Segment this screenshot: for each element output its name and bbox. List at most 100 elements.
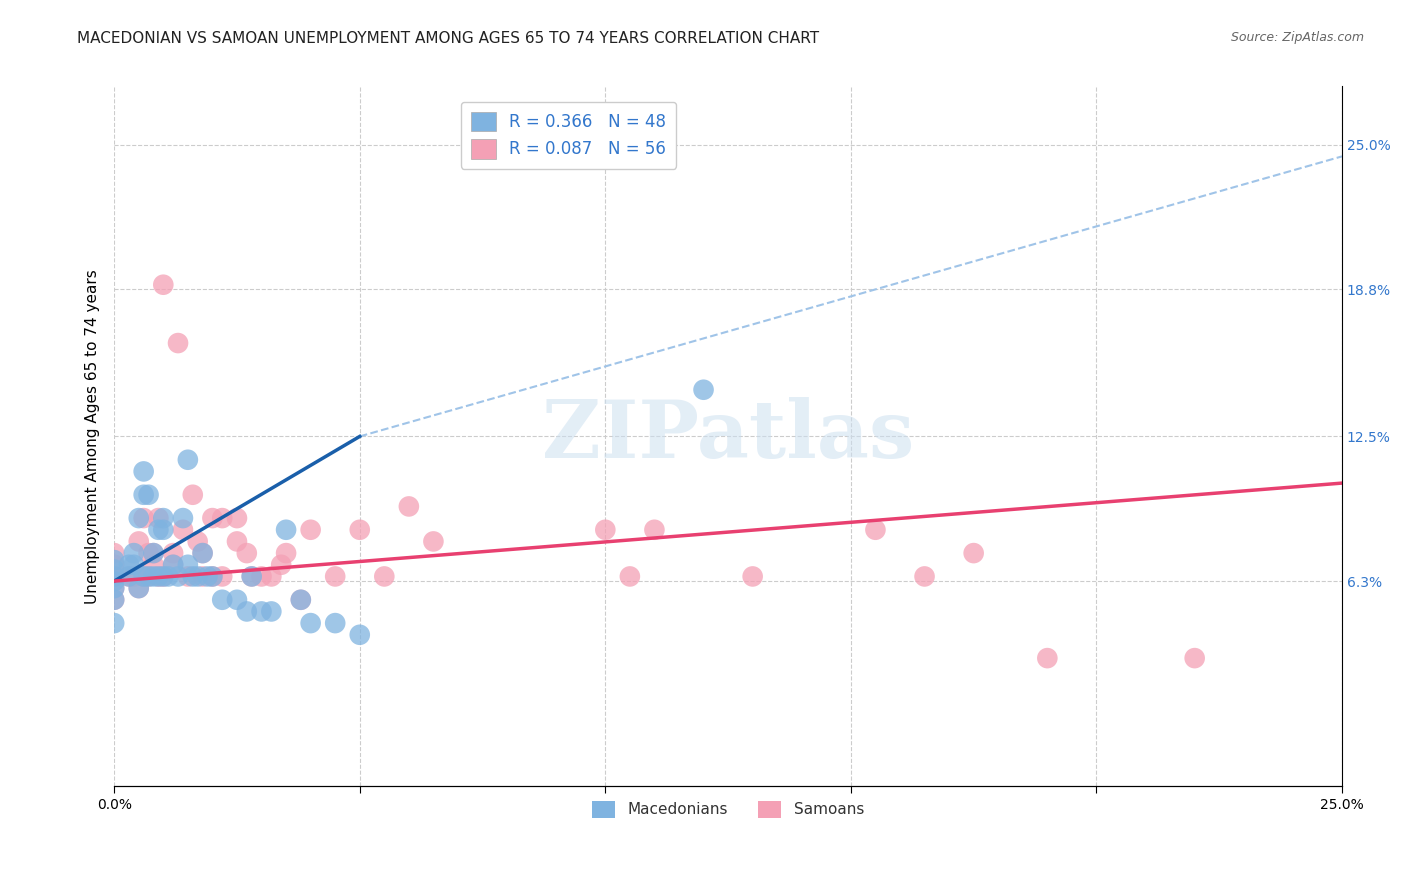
- Point: [172, 511, 194, 525]
- Point: [132, 511, 155, 525]
- Point: [172, 523, 194, 537]
- Point: [643, 523, 665, 537]
- Point: [152, 523, 174, 537]
- Point: [236, 546, 259, 560]
- Point: [103, 592, 125, 607]
- Point: [118, 569, 141, 583]
- Point: [323, 616, 346, 631]
- Point: [132, 569, 155, 583]
- Point: [187, 569, 209, 583]
- Point: [148, 569, 170, 583]
- Text: Source: ZipAtlas.com: Source: ZipAtlas.com: [1230, 31, 1364, 45]
- Point: [138, 488, 160, 502]
- Point: [157, 569, 180, 583]
- Point: [211, 569, 233, 583]
- Point: [619, 569, 641, 583]
- Point: [373, 569, 395, 583]
- Point: [128, 534, 150, 549]
- Point: [122, 546, 145, 560]
- Point: [191, 546, 214, 560]
- Point: [349, 523, 371, 537]
- Point: [398, 500, 420, 514]
- Point: [103, 569, 125, 583]
- Point: [103, 574, 125, 588]
- Point: [260, 569, 283, 583]
- Point: [865, 523, 887, 537]
- Point: [290, 592, 312, 607]
- Point: [299, 523, 322, 537]
- Point: [167, 336, 190, 351]
- Point: [118, 558, 141, 572]
- Point: [132, 488, 155, 502]
- Point: [152, 569, 174, 583]
- Point: [274, 546, 297, 560]
- Point: [152, 569, 174, 583]
- Point: [226, 534, 249, 549]
- Point: [142, 546, 165, 560]
- Point: [142, 569, 165, 583]
- Point: [128, 581, 150, 595]
- Point: [270, 558, 292, 572]
- Point: [226, 592, 249, 607]
- Point: [197, 569, 219, 583]
- Point: [103, 581, 125, 595]
- Point: [187, 534, 209, 549]
- Legend: Macedonians, Samoans: Macedonians, Samoans: [586, 795, 870, 824]
- Point: [128, 511, 150, 525]
- Point: [103, 558, 125, 572]
- Point: [323, 569, 346, 583]
- Point: [260, 604, 283, 618]
- Point: [148, 569, 170, 583]
- Point: [422, 534, 444, 549]
- Point: [138, 569, 160, 583]
- Point: [201, 569, 224, 583]
- Point: [201, 511, 224, 525]
- Point: [181, 569, 204, 583]
- Point: [118, 569, 141, 583]
- Point: [142, 546, 165, 560]
- Point: [963, 546, 986, 560]
- Point: [274, 523, 297, 537]
- Point: [152, 511, 174, 525]
- Text: MACEDONIAN VS SAMOAN UNEMPLOYMENT AMONG AGES 65 TO 74 YEARS CORRELATION CHART: MACEDONIAN VS SAMOAN UNEMPLOYMENT AMONG …: [77, 31, 820, 46]
- Point: [132, 569, 155, 583]
- Point: [103, 546, 125, 560]
- Point: [103, 592, 125, 607]
- Point: [162, 558, 184, 572]
- Point: [152, 277, 174, 292]
- Point: [177, 452, 200, 467]
- Point: [290, 592, 312, 607]
- Point: [162, 546, 184, 560]
- Point: [103, 562, 125, 576]
- Point: [103, 581, 125, 595]
- Point: [167, 569, 190, 583]
- Point: [240, 569, 263, 583]
- Point: [1036, 651, 1059, 665]
- Point: [177, 569, 200, 583]
- Point: [741, 569, 763, 583]
- Point: [349, 628, 371, 642]
- Point: [236, 604, 259, 618]
- Point: [138, 569, 160, 583]
- Point: [191, 569, 214, 583]
- Point: [250, 569, 273, 583]
- Point: [122, 569, 145, 583]
- Point: [103, 553, 125, 567]
- Point: [122, 558, 145, 572]
- Point: [103, 569, 125, 583]
- Point: [914, 569, 936, 583]
- Point: [201, 569, 224, 583]
- Point: [103, 616, 125, 631]
- Point: [1184, 651, 1206, 665]
- Point: [128, 581, 150, 595]
- Point: [226, 511, 249, 525]
- Y-axis label: Unemployment Among Ages 65 to 74 years: Unemployment Among Ages 65 to 74 years: [86, 269, 100, 604]
- Point: [162, 558, 184, 572]
- Point: [240, 569, 263, 583]
- Point: [191, 546, 214, 560]
- Point: [299, 616, 322, 631]
- Point: [211, 592, 233, 607]
- Point: [250, 604, 273, 618]
- Point: [177, 558, 200, 572]
- Point: [692, 383, 714, 397]
